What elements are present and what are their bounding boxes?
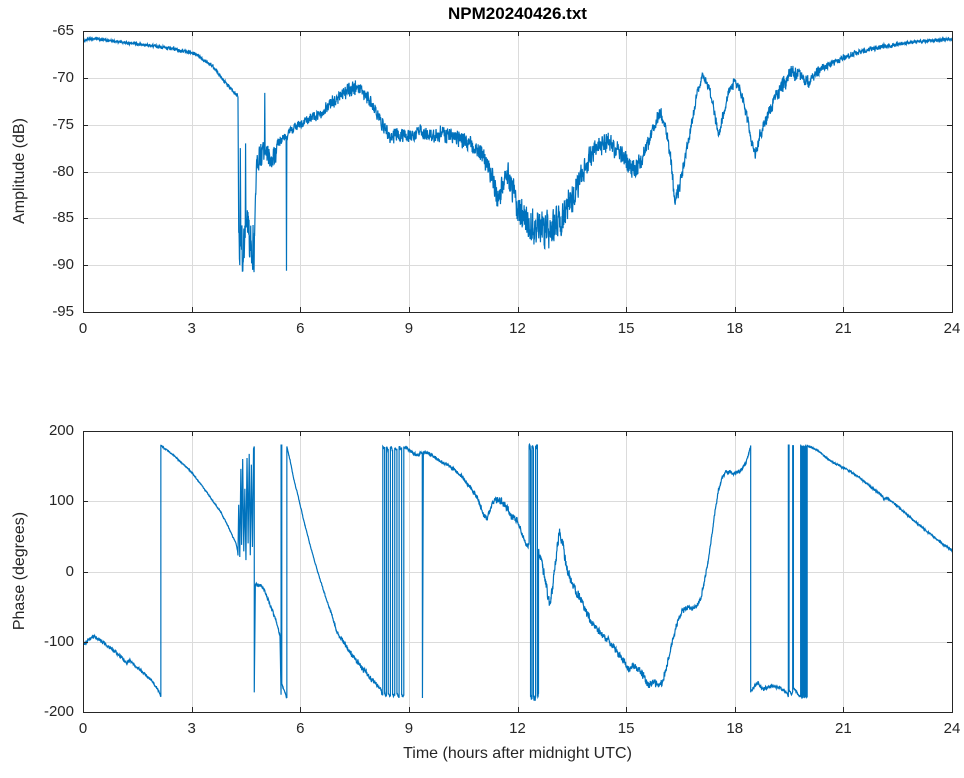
x-tick-label: 12 xyxy=(509,320,526,337)
x-tick-label: 0 xyxy=(78,320,88,337)
x-tick-label: 0 xyxy=(78,720,88,737)
y-tick-label: 200 xyxy=(48,422,74,439)
x-tick-label: 6 xyxy=(296,720,305,737)
x-tick-label: 15 xyxy=(617,720,635,737)
x-tick-label: 3 xyxy=(187,320,196,337)
y-tick-label: -80 xyxy=(52,162,74,180)
x-axis-label: Time (hours after midnight UTC) xyxy=(403,745,632,762)
x-tick-label: 21 xyxy=(835,720,852,737)
y-tick-label: 100 xyxy=(48,492,74,510)
y-tick-label: -100 xyxy=(43,632,74,650)
y-tick-label: 0 xyxy=(65,562,74,580)
grid-lines xyxy=(83,431,953,713)
axes-box xyxy=(83,431,953,713)
phase-data-line xyxy=(83,442,952,701)
x-tick-label: 24 xyxy=(943,720,961,737)
y-tick-label: -95 xyxy=(52,303,74,320)
axes-box xyxy=(83,31,953,313)
y-tick-label: -65 xyxy=(52,22,74,39)
x-tick-label: 18 xyxy=(726,320,744,337)
x-tick-label: 15 xyxy=(617,320,635,337)
figure-title: NPM20240426.txt xyxy=(448,4,587,23)
x-tick-label: 18 xyxy=(726,720,744,737)
x-tick-label: 24 xyxy=(943,320,961,337)
x-tick-label: 21 xyxy=(835,320,852,337)
y-tick-label: -200 xyxy=(43,703,74,720)
y-tick-label: -75 xyxy=(52,115,74,133)
x-tick-label: 3 xyxy=(187,720,196,737)
y-tick-label: -70 xyxy=(52,68,74,86)
x-tick-label: 6 xyxy=(296,320,305,337)
amplitude-data-line xyxy=(83,35,952,273)
y-tick-label: -85 xyxy=(52,209,74,227)
y-tick-label: -90 xyxy=(52,256,74,274)
x-tick-label: 9 xyxy=(404,720,414,737)
x-tick-label: 9 xyxy=(404,320,414,337)
x-tick-label: 12 xyxy=(509,720,526,737)
